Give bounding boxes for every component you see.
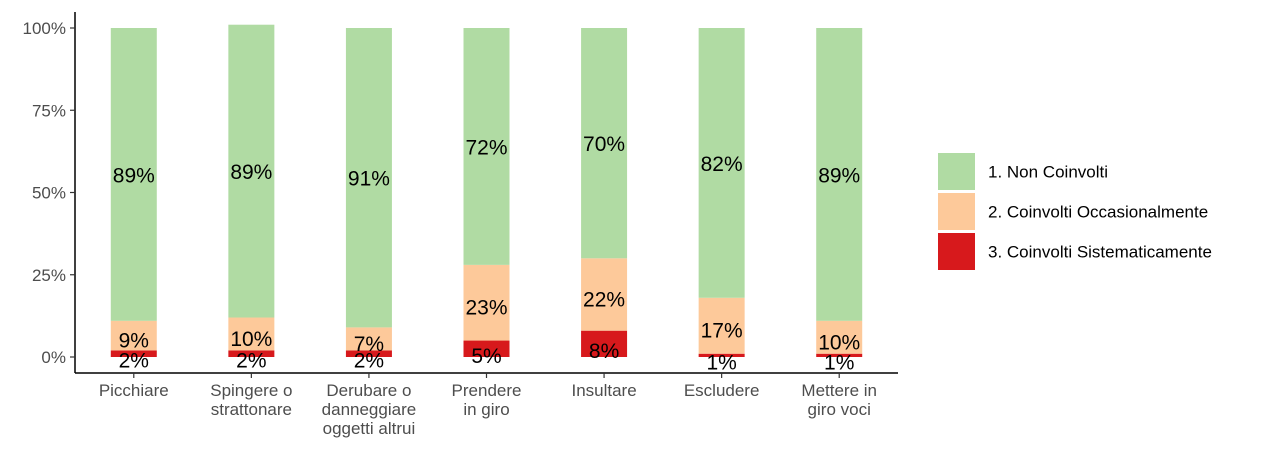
bar-segment [581, 28, 628, 259]
bar-segment [816, 353, 863, 357]
data-label: 2% [354, 350, 384, 373]
data-label: 17% [701, 320, 743, 343]
x-tick-label: in giro [463, 400, 509, 419]
data-label: 89% [818, 164, 860, 187]
data-label: 2% [119, 350, 149, 373]
x-tick-label: danneggiare [322, 400, 417, 419]
data-label: 2% [236, 350, 266, 373]
bar-segment [110, 350, 157, 357]
data-label: 7% [354, 333, 384, 356]
data-label: 1% [706, 351, 736, 374]
y-tick-label: 75% [32, 101, 66, 120]
bar-segment [581, 330, 628, 357]
data-label: 5% [471, 345, 501, 368]
bar-segment [463, 340, 510, 357]
data-label: 23% [465, 297, 507, 320]
x-tick-label: oggetti altrui [323, 419, 416, 438]
x-tick-label: Spingere o [210, 381, 292, 400]
y-tick-label: 0% [41, 348, 66, 367]
bar-segment [698, 297, 745, 354]
bar-segment [581, 258, 628, 331]
bar-segment [345, 350, 392, 357]
y-tick-label: 25% [32, 266, 66, 285]
x-tick-label: Prendere [452, 381, 522, 400]
data-label: 70% [583, 133, 625, 156]
data-label: 1% [824, 351, 854, 374]
legend-swatch [938, 233, 975, 270]
legend-label: 1. Non Coinvolti [988, 163, 1108, 182]
data-label: 89% [113, 164, 155, 187]
legend-swatch [938, 153, 975, 190]
y-tick-label: 100% [23, 19, 66, 38]
x-tick-label: Mettere in [801, 381, 877, 400]
data-label: 8% [589, 340, 619, 363]
data-label: 10% [818, 331, 860, 354]
data-label: 9% [119, 330, 149, 353]
bar-segment [110, 320, 157, 351]
bar-segment [463, 264, 510, 341]
bar-segment [228, 350, 275, 357]
data-label: 89% [230, 161, 272, 184]
data-label: 22% [583, 288, 625, 311]
data-label: 72% [465, 136, 507, 159]
bar-segment [345, 327, 392, 351]
legend-swatch [938, 193, 975, 230]
bar-segment [698, 353, 745, 357]
y-tick-label: 50% [32, 184, 66, 203]
x-tick-label: Insultare [571, 381, 636, 400]
x-tick-label: giro voci [808, 400, 871, 419]
bar-segment [345, 28, 392, 328]
legend-label: 2. Coinvolti Occasionalmente [988, 203, 1208, 222]
bar-segment [816, 320, 863, 354]
x-tick-label: Picchiare [99, 381, 169, 400]
x-tick-label: Escludere [684, 381, 760, 400]
x-tick-label: strattonare [211, 400, 292, 419]
legend-label: 3. Coinvolti Sistematicamente [988, 243, 1212, 262]
data-label: 91% [348, 168, 390, 191]
bar-segment [110, 28, 157, 321]
bar-segment [228, 317, 275, 351]
bar-segment [463, 28, 510, 265]
x-tick-label: Derubare o [326, 381, 411, 400]
data-label: 10% [230, 328, 272, 351]
bar-segment [698, 28, 745, 298]
bar-segment [816, 28, 863, 321]
bar-segment [228, 24, 275, 318]
data-label: 82% [701, 153, 743, 176]
